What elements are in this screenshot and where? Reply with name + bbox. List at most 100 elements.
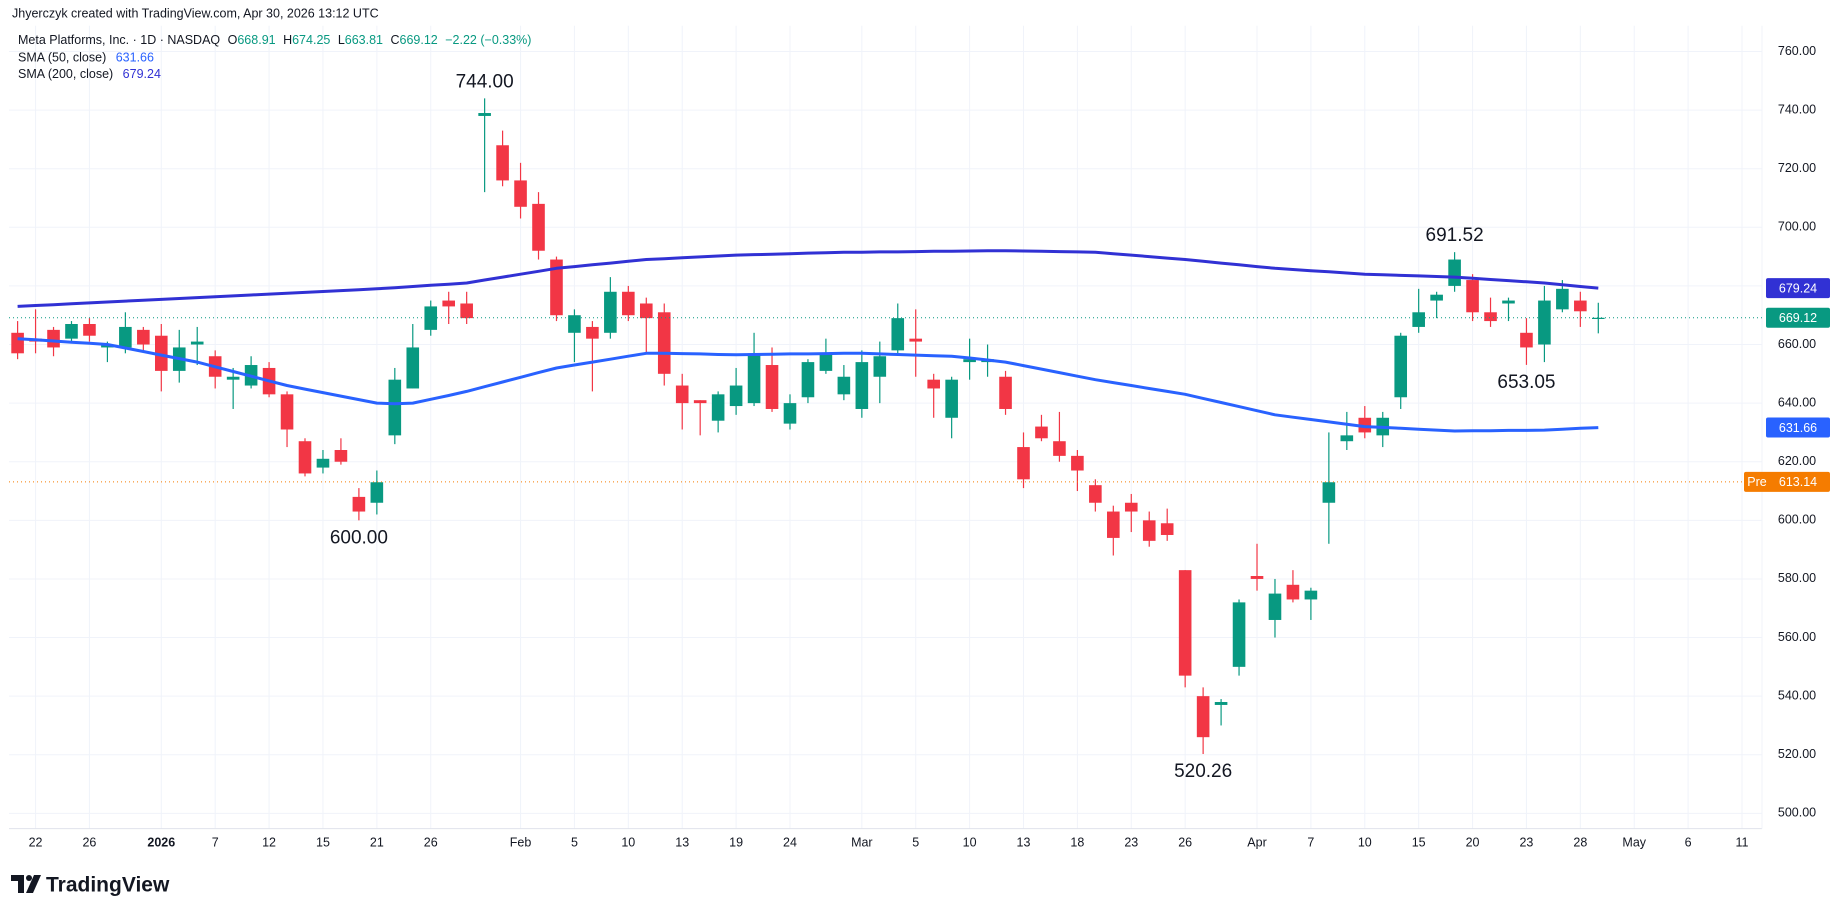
- candle-body: [370, 482, 384, 503]
- x-tick-label: 10: [963, 835, 977, 849]
- x-tick-label: 5: [912, 835, 919, 849]
- sma-line: [17, 249, 1599, 308]
- candle-body: [1484, 312, 1497, 322]
- annotation: 691.52: [1426, 225, 1484, 246]
- sma200-legend: SMA (200, close) 679.24: [18, 67, 161, 81]
- candle-body: [891, 318, 905, 351]
- y-tick-label: 620.00: [1778, 454, 1816, 468]
- candle-body: [1196, 696, 1210, 738]
- candle-body: [693, 400, 707, 404]
- y-tick-label: 540.00: [1778, 688, 1816, 702]
- candle-body: [586, 326, 599, 339]
- x-tick-label: 12: [262, 835, 276, 849]
- candle-body: [280, 394, 294, 430]
- candle-body: [83, 324, 96, 336]
- candle-body: [47, 329, 60, 348]
- candle-body: [657, 312, 671, 374]
- candle-body: [1322, 482, 1336, 503]
- candle-body: [1466, 280, 1479, 313]
- attribution: Jhyerczyk created with TradingView.com, …: [12, 6, 379, 20]
- candle-body: [568, 315, 581, 333]
- candle-body: [424, 306, 438, 330]
- close-value: 669.12: [400, 33, 438, 47]
- sma50-badge-label: 631.66: [1779, 421, 1817, 435]
- candle-body: [334, 450, 348, 462]
- low-letter: L: [338, 33, 345, 47]
- premarket-value: 613.14: [1779, 475, 1817, 489]
- x-tick-label: 19: [729, 835, 743, 849]
- x-tick-label: 28: [1573, 835, 1587, 849]
- y-tick-label: 700.00: [1778, 220, 1816, 234]
- y-tick-label: 580.00: [1778, 571, 1816, 585]
- annotation: 744.00: [456, 71, 514, 92]
- candle-body: [819, 353, 833, 371]
- candle-body: [711, 394, 725, 421]
- candle-body: [1142, 520, 1156, 541]
- candle-body: [999, 376, 1012, 409]
- change: −2.22 (−0.33%): [445, 33, 531, 47]
- candle-body: [837, 376, 851, 395]
- candle-body: [1286, 584, 1300, 600]
- candle-body: [1160, 523, 1174, 535]
- candle-body: [963, 359, 976, 363]
- y-tick-label: 720.00: [1778, 161, 1816, 175]
- candle-body: [1394, 335, 1408, 398]
- candle-body: [316, 458, 330, 468]
- x-tick-label: 6: [1685, 835, 1692, 849]
- last-price-badge: [1766, 307, 1830, 328]
- x-tick-label: 7: [212, 835, 219, 849]
- symbol-legend: Meta Platforms, Inc. · 1D · NASDAQ O668.…: [18, 33, 531, 47]
- premarket-tag: Pre: [1747, 475, 1767, 489]
- logo-dot: [26, 875, 32, 881]
- candle-body: [1071, 455, 1084, 471]
- legend-name: SMA (50, close): [18, 51, 106, 65]
- x-tick-label: 15: [1412, 835, 1426, 849]
- candle-body: [1089, 485, 1102, 503]
- high-value: 674.25: [292, 33, 330, 47]
- x-tick-label: 21: [370, 835, 384, 849]
- candle-body: [675, 385, 689, 404]
- x-tick-label: 13: [675, 835, 689, 849]
- x-tick-label: Mar: [851, 835, 873, 849]
- grid: [9, 25, 1762, 829]
- legend-value: 679.24: [123, 67, 161, 81]
- candle-body: [11, 332, 24, 354]
- x-tick-label: 7: [1307, 835, 1314, 849]
- high-letter: H: [283, 33, 292, 47]
- candle-body: [1412, 312, 1425, 327]
- candle-body: [855, 362, 869, 409]
- last-price-badge-label: 669.12: [1779, 311, 1817, 325]
- candle-body: [388, 379, 402, 436]
- candle-body: [478, 113, 491, 116]
- candle-body: [783, 403, 797, 424]
- x-tick-label: 5: [571, 835, 578, 849]
- candle-body: [65, 324, 78, 339]
- x-tick-label: 18: [1070, 835, 1084, 849]
- x-tick-label: 2026: [147, 835, 175, 849]
- candle-body: [1538, 300, 1551, 345]
- candle-body: [1448, 259, 1461, 286]
- x-tick-label: 26: [82, 835, 96, 849]
- y-tick-label: 760.00: [1778, 44, 1816, 58]
- candle-body: [550, 259, 563, 316]
- candle-body: [1017, 447, 1030, 480]
- y-tick-label: 500.00: [1778, 806, 1816, 820]
- open-value: 668.91: [237, 33, 275, 47]
- symbol: Meta Platforms, Inc. · 1D · NASDAQ: [18, 33, 220, 47]
- x-tick-label: Apr: [1247, 835, 1266, 849]
- sma50-legend: SMA (50, close) 631.66: [18, 51, 154, 65]
- candle-body: [747, 353, 761, 404]
- candle-body: [1268, 593, 1282, 620]
- annotation: 600.00: [330, 527, 388, 548]
- x-tick-label: 13: [1017, 835, 1031, 849]
- candle-body: [1556, 288, 1569, 310]
- candle-body: [298, 441, 312, 474]
- y-tick-label: 520.00: [1778, 747, 1816, 761]
- candle-body: [927, 379, 940, 389]
- annotation: 653.05: [1497, 372, 1555, 393]
- brand: TradingView: [46, 874, 170, 897]
- premarket-badge: [1744, 471, 1830, 492]
- candle-body: [1340, 435, 1354, 442]
